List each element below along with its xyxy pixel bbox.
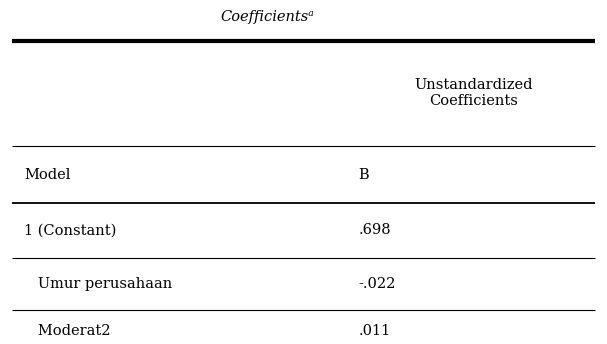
Text: .011: .011: [358, 324, 390, 338]
Text: Coefficientsᵃ: Coefficientsᵃ: [220, 10, 314, 24]
Text: -.022: -.022: [358, 277, 396, 291]
Text: Unstandardized
Coefficients: Unstandardized Coefficients: [414, 78, 533, 108]
Text: Model: Model: [24, 169, 70, 182]
Text: Moderat2: Moderat2: [24, 324, 111, 338]
Text: Umur perusahaan: Umur perusahaan: [24, 277, 172, 291]
Text: .698: .698: [358, 224, 391, 237]
Text: 1 (Constant): 1 (Constant): [24, 224, 117, 237]
Text: B: B: [358, 169, 369, 182]
